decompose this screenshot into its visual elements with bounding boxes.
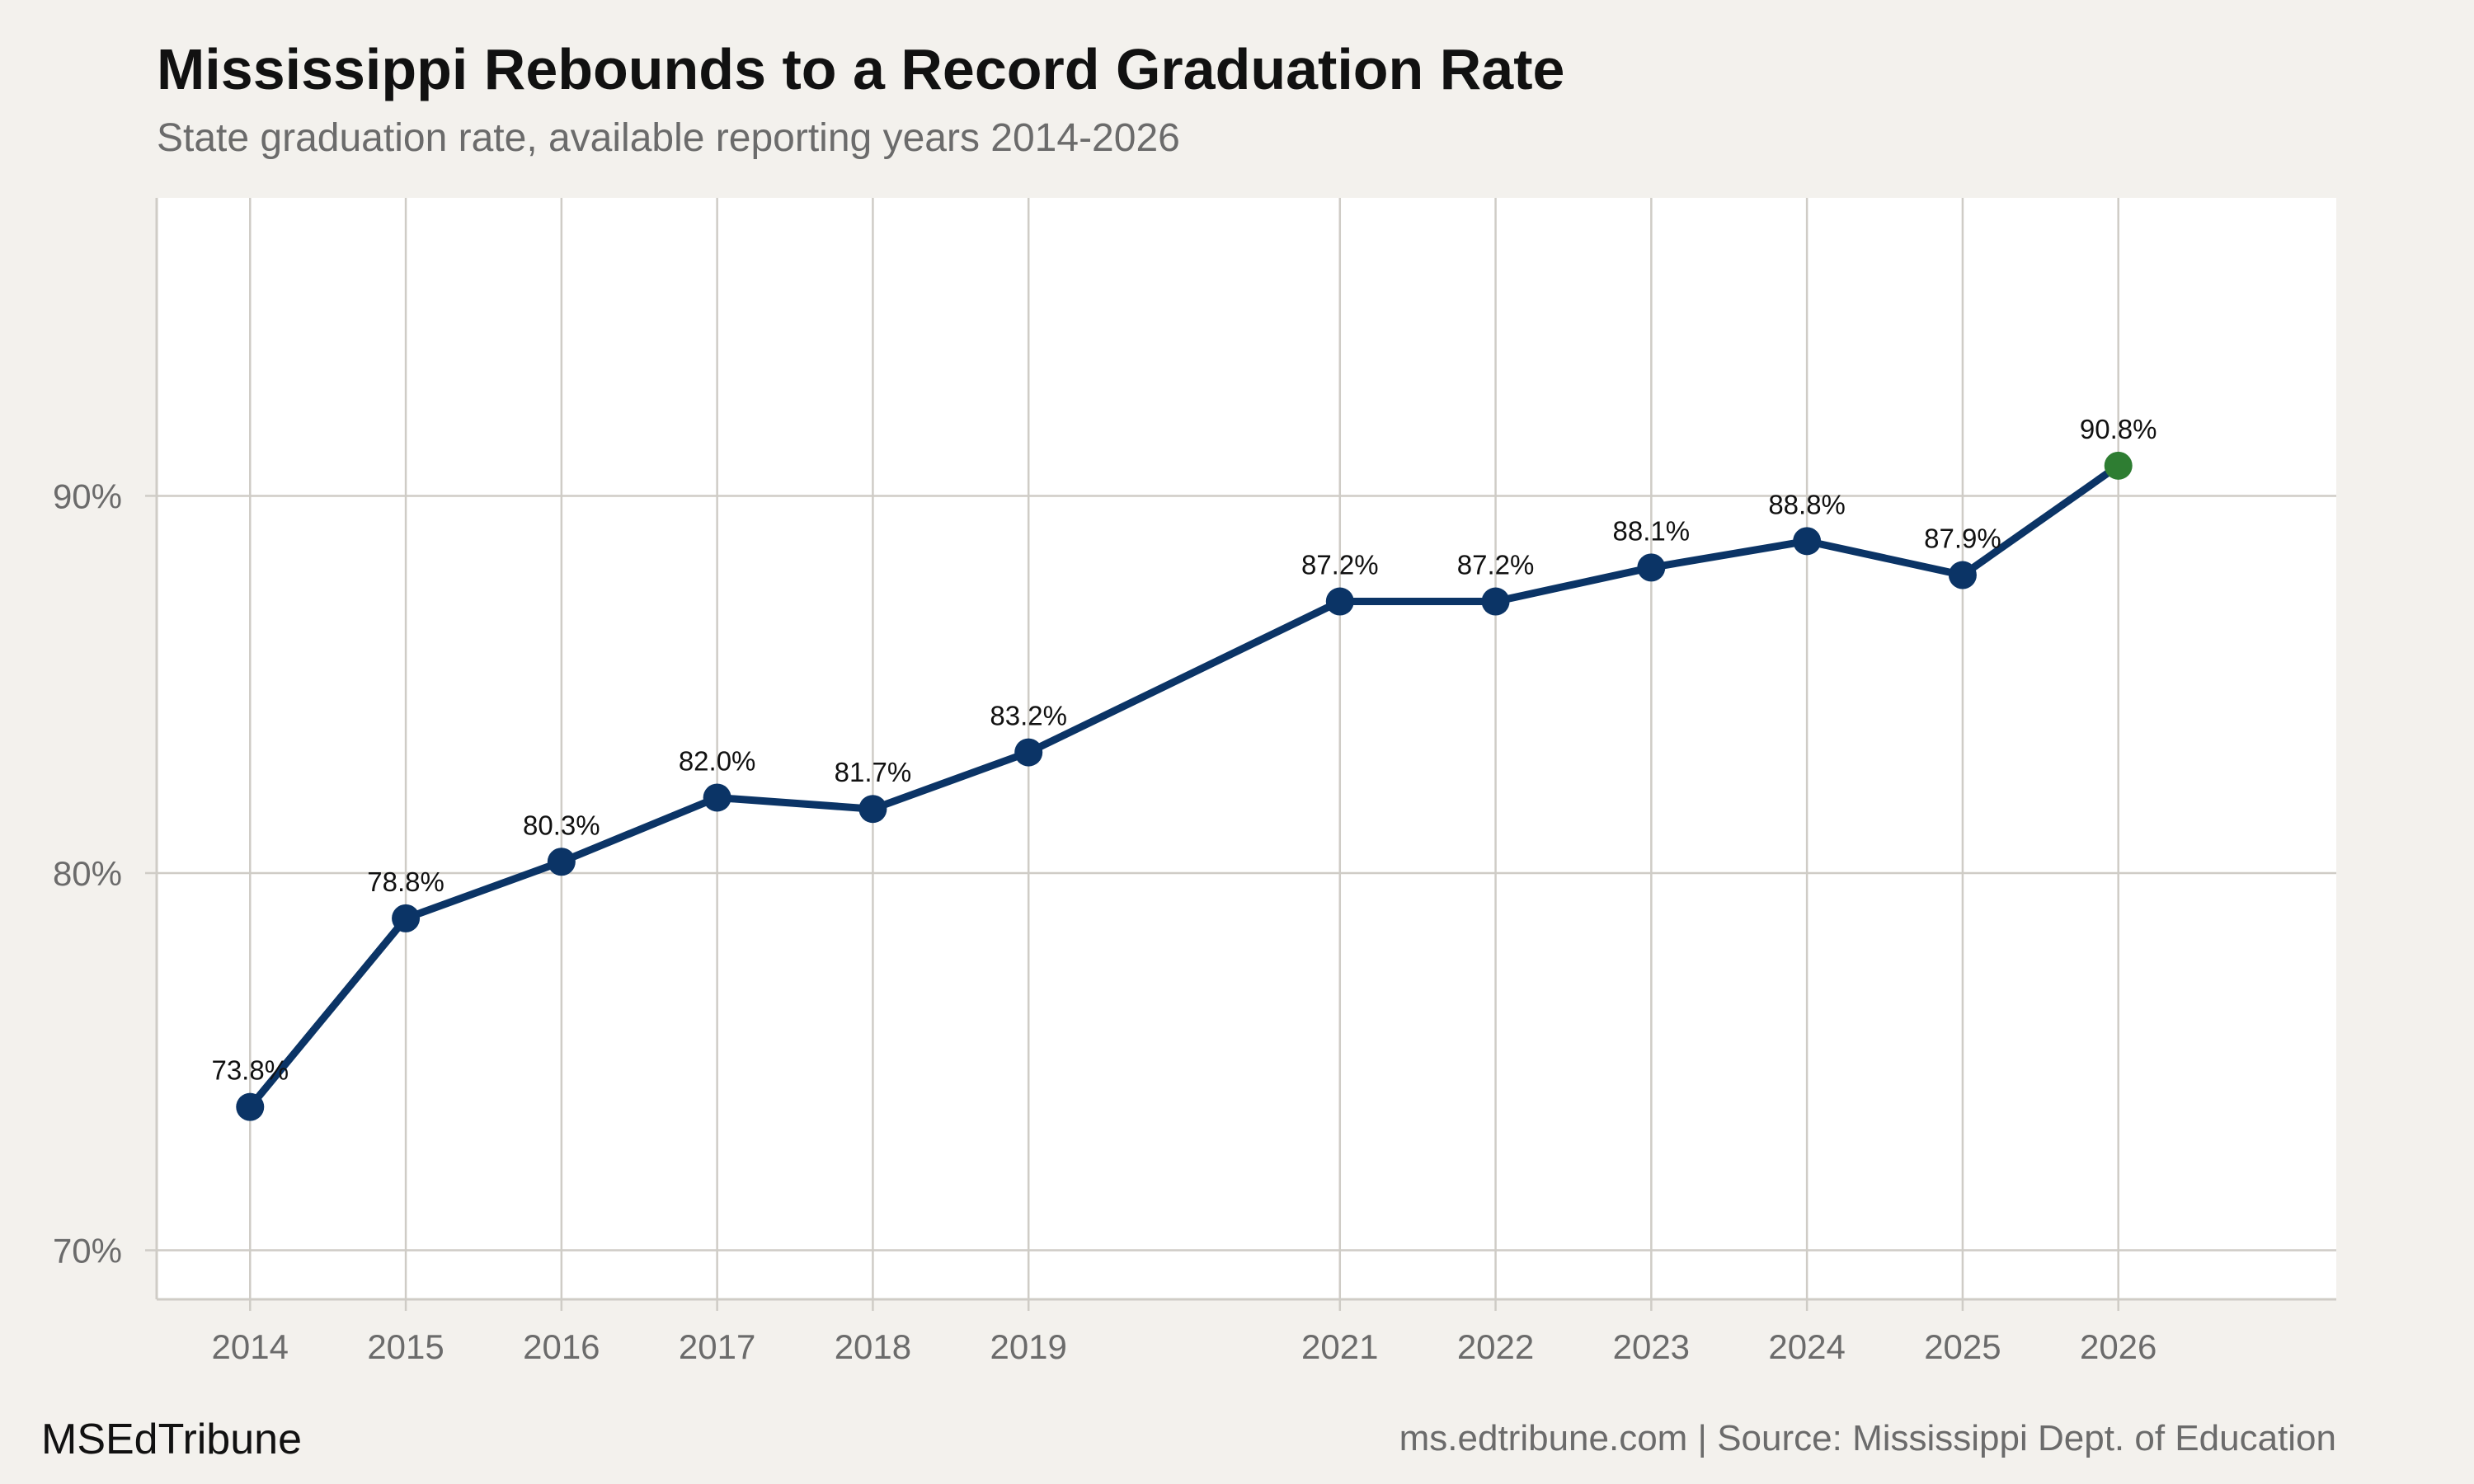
y-tick-label: 80% — [53, 854, 122, 893]
data-label: 78.8% — [367, 866, 444, 897]
x-tick-label: 2024 — [1768, 1327, 1845, 1366]
x-tick-label: 2017 — [679, 1327, 755, 1366]
data-point — [703, 783, 731, 812]
brand-logo-text: MSEdTribune — [41, 1416, 302, 1463]
grid-lines — [157, 198, 2336, 1299]
x-tick-label: 2025 — [1924, 1327, 2001, 1366]
x-tick-label: 2026 — [2080, 1327, 2157, 1366]
x-tick-label: 2023 — [1613, 1327, 1690, 1366]
y-tick-label: 90% — [53, 477, 122, 515]
plot-panel — [157, 198, 2336, 1299]
data-point — [1014, 738, 1043, 767]
data-label: 88.1% — [1613, 515, 1691, 546]
x-tick-label: 2016 — [523, 1327, 600, 1366]
x-tick-label: 2021 — [1301, 1327, 1378, 1366]
x-tick-label: 2018 — [835, 1327, 911, 1366]
data-point — [1481, 587, 1510, 616]
highlight-data-point — [2104, 451, 2133, 480]
data-point — [236, 1092, 265, 1121]
data-label: 87.2% — [1457, 550, 1535, 580]
data-label: 87.2% — [1301, 550, 1379, 580]
data-label: 73.8% — [211, 1055, 289, 1086]
y-tick-label: 70% — [53, 1232, 122, 1270]
chart-subtitle: State graduation rate, available reporti… — [157, 116, 1180, 160]
y-tick-labels: 70% 80% 90% — [53, 477, 122, 1270]
data-label: 82.0% — [679, 745, 756, 776]
data-label: 88.8% — [1768, 489, 1846, 519]
data-label: 90.8% — [2080, 414, 2157, 444]
axes — [145, 198, 2336, 1311]
data-point — [392, 904, 421, 932]
data-label: 80.3% — [523, 810, 600, 840]
x-tick-label: 2014 — [212, 1327, 289, 1366]
data-point — [1948, 561, 1977, 589]
data-label: 81.7% — [835, 757, 912, 787]
data-label: 83.2% — [990, 701, 1067, 731]
x-tick-label: 2015 — [367, 1327, 444, 1366]
data-point — [858, 795, 887, 824]
data-point — [1793, 527, 1822, 556]
series-line-path — [246, 462, 2123, 1111]
x-tick-labels: 2014 2015 2016 2017 2018 2019 2021 2022 2023 2024… — [212, 1327, 2157, 1366]
data-point — [1637, 553, 1666, 582]
series-line — [246, 462, 2123, 1111]
chart-title: Mississippi Rebounds to a Record Graduat… — [157, 37, 1565, 101]
source-credit: ms.edtribune.com | Source: Mississippi D… — [1399, 1418, 2336, 1458]
data-point — [547, 848, 576, 876]
data-point — [1325, 587, 1354, 616]
x-tick-label: 2022 — [1457, 1327, 1534, 1366]
data-points — [236, 451, 2133, 1121]
x-tick-label: 2019 — [990, 1327, 1066, 1366]
data-labels: 73.8% 78.8% 80.3% 82.0% 81.7% 83.2% 87.2% 87.2%… — [211, 414, 2157, 1086]
data-label: 87.9% — [1924, 524, 2001, 554]
